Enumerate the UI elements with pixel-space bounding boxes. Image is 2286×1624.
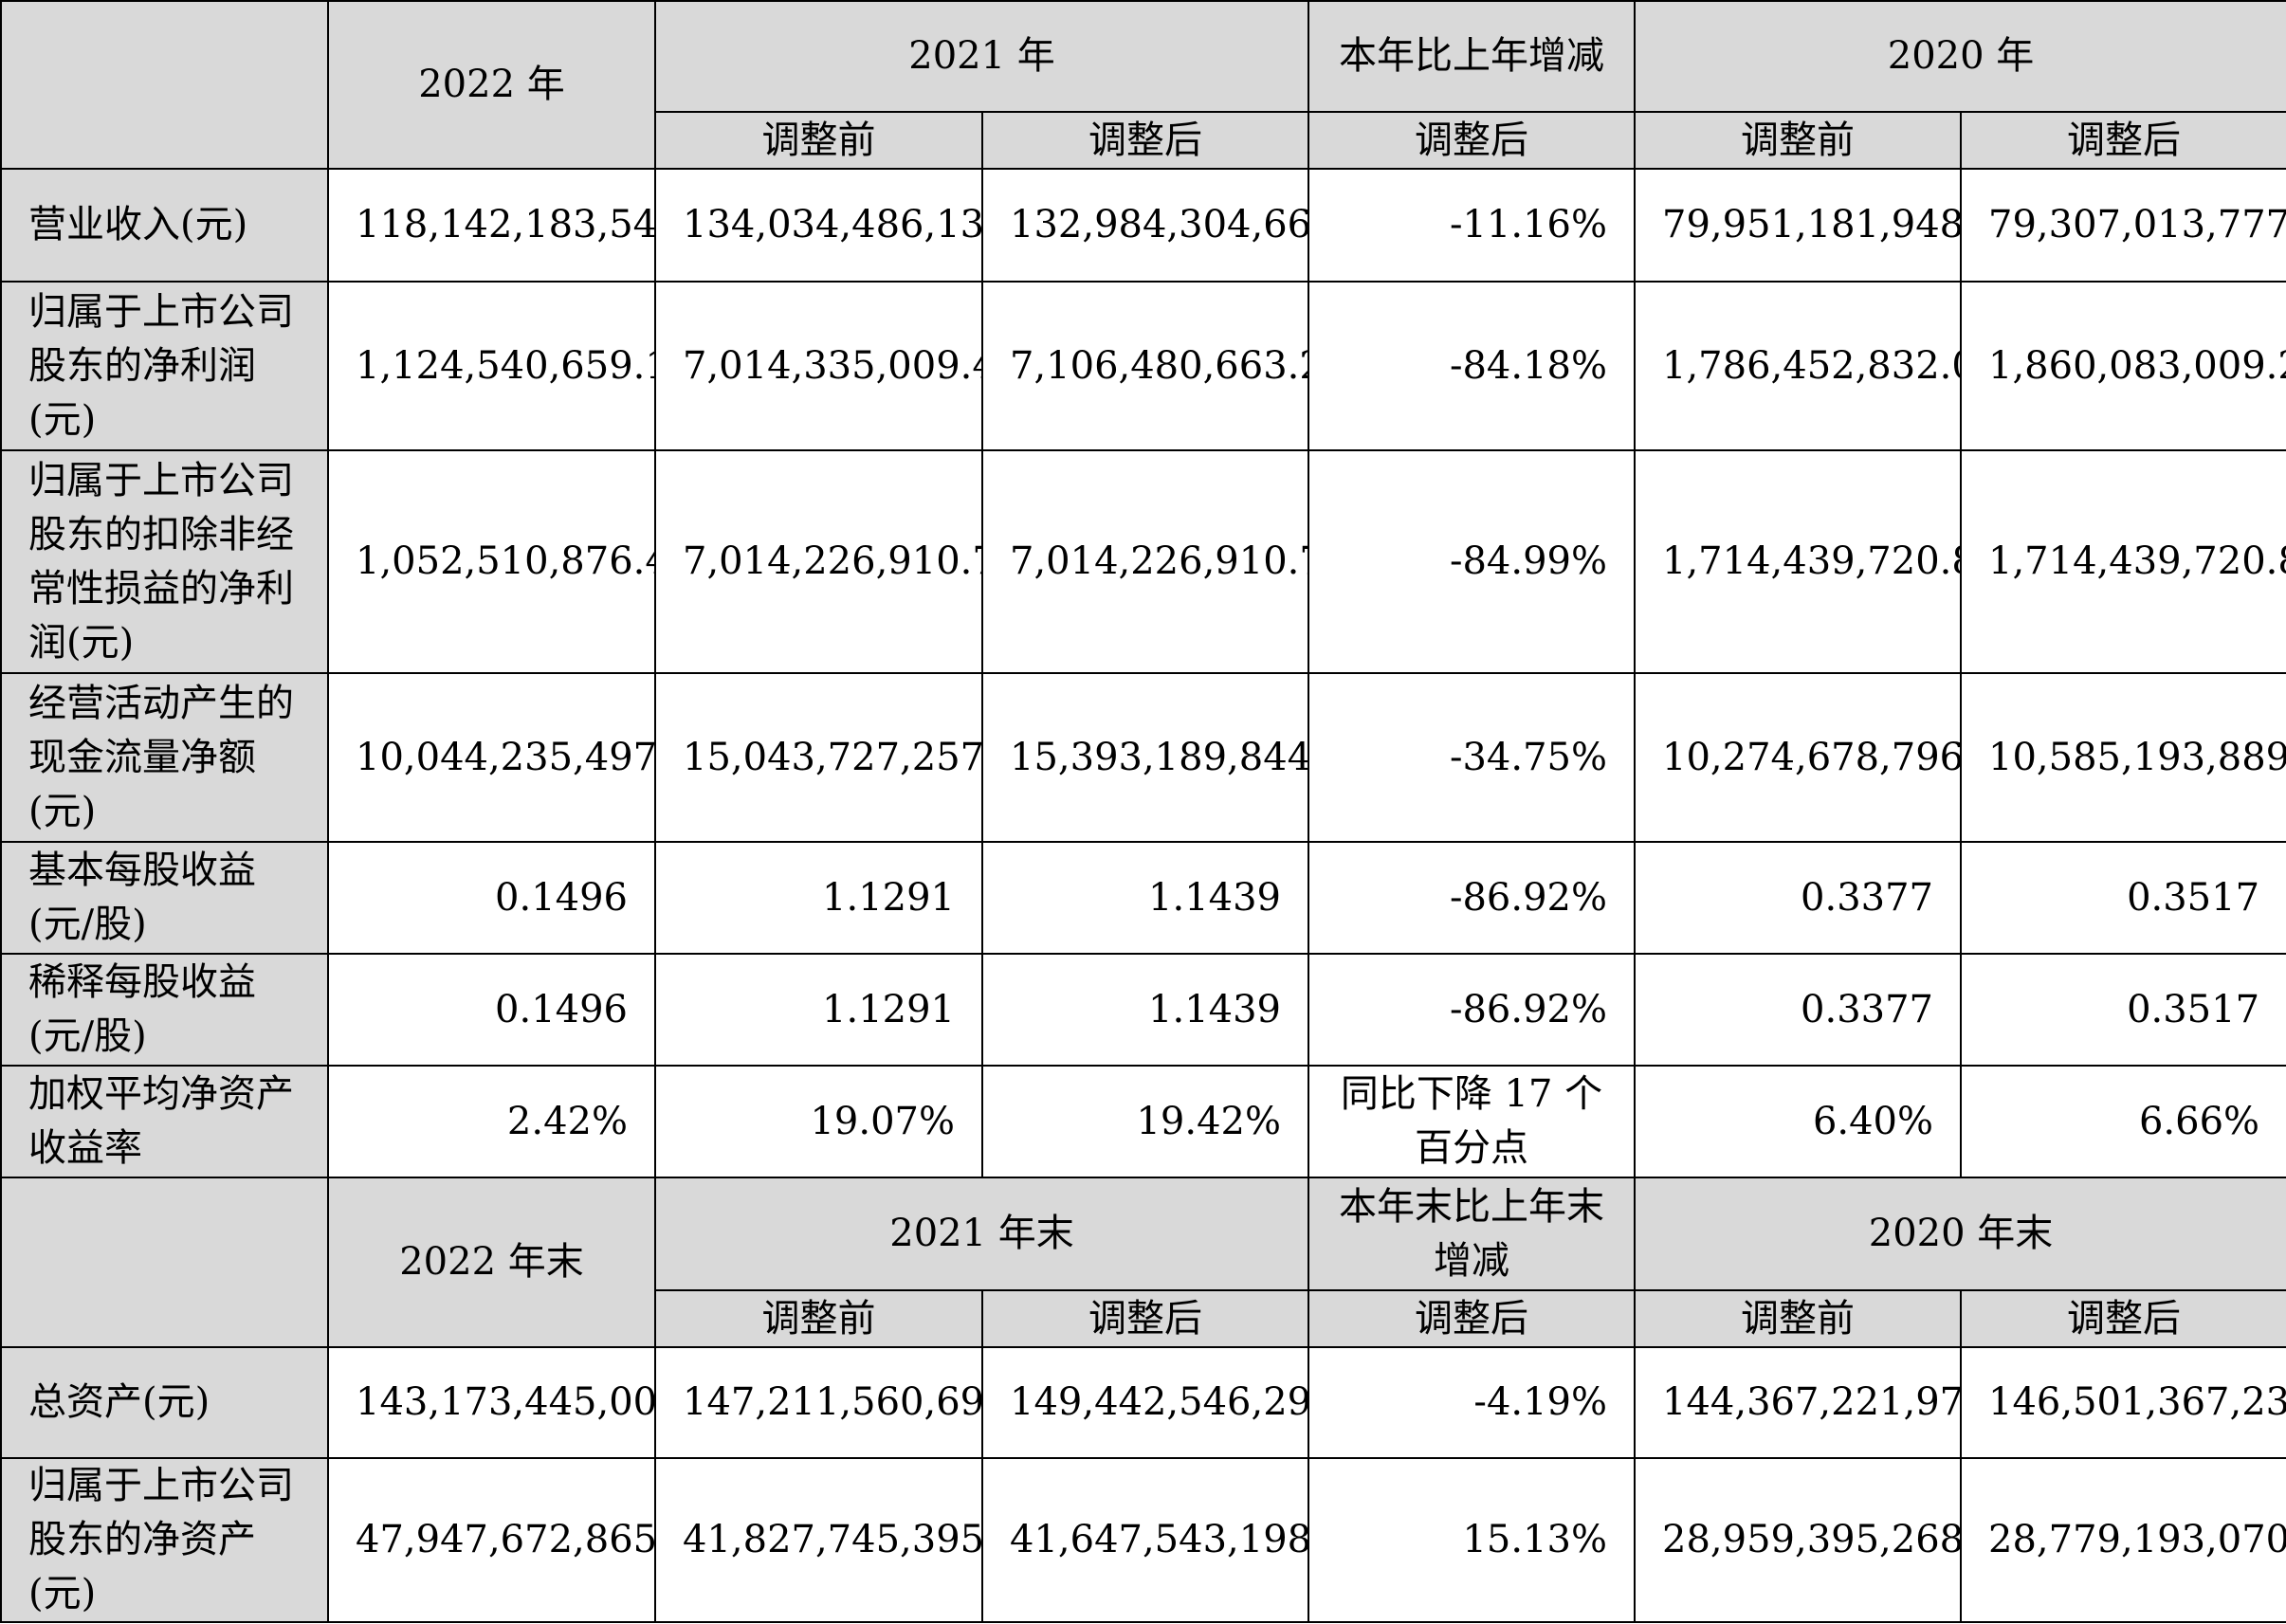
header-2020-before: 调整前 [1634, 111, 1963, 170]
value-2021-after: 19.42% [980, 1065, 1310, 1178]
header-2021-end-after: 调整后 [980, 1289, 1310, 1348]
value-2020-before: 10,274,678,796.19 [1634, 672, 1963, 843]
value-2022-end: 143,173,445,003.35 [327, 1346, 656, 1459]
value-2022: 0.1496 [327, 841, 656, 955]
row-label: 经营活动产生的现金流量净额(元) [0, 672, 329, 843]
value-2020-before: 1,714,439,720.83 [1634, 449, 1963, 674]
header-year-2022-end: 2022 年末 [327, 1177, 656, 1348]
header-year-2022: 2022 年 [327, 0, 656, 170]
value-2020-before: 0.3377 [1634, 841, 1963, 955]
value-2020-end-before: 28,959,395,268.02 [1634, 1457, 1963, 1623]
value-change: -11.16% [1308, 168, 1637, 283]
value-change: -34.75% [1308, 672, 1637, 843]
value-2020-after: 1,714,439,720.83 [1960, 449, 2286, 674]
value-2022: 10,044,235,497.80 [327, 672, 656, 843]
header-change-end: 本年末比上年末增减 [1308, 1177, 1637, 1291]
value-2022-end: 47,947,672,865.42 [327, 1457, 656, 1623]
value-2020-after: 79,307,013,777.86 [1960, 168, 2286, 283]
value-2021-before: 19.07% [654, 1065, 983, 1178]
value-2021-after: 7,014,226,910.72 [980, 449, 1310, 674]
value-change: 同比下降 17 个百分点 [1308, 1065, 1637, 1178]
table-row: 归属于上市公司股东的扣除非经常性损益的净利润(元) 1,052,510,876.… [0, 449, 2286, 674]
value-2021-end-after: 41,647,543,198.14 [980, 1457, 1310, 1623]
value-2021-after: 132,984,304,668.28 [980, 168, 1310, 283]
value-2020-before: 0.3377 [1634, 953, 1963, 1067]
header-2020-end-after: 调整后 [1960, 1289, 2286, 1348]
row-label: 加权平均净资产收益率 [0, 1065, 329, 1178]
table-row: 经营活动产生的现金流量净额(元) 10,044,235,497.80 15,04… [0, 672, 2286, 843]
table-row: 归属于上市公司股东的净资产(元) 47,947,672,865.42 41,82… [0, 1457, 2286, 1623]
header-2021-end-before: 调整前 [654, 1289, 983, 1348]
value-2020-after: 6.66% [1960, 1065, 2286, 1178]
value-2021-before: 7,014,335,009.45 [654, 281, 983, 451]
header-corner-cell [0, 0, 329, 170]
header-2020-end-before: 调整前 [1634, 1289, 1963, 1348]
value-2021-before: 134,034,486,136.13 [654, 168, 983, 283]
value-2020-after: 0.3517 [1960, 953, 2286, 1067]
header-change-after: 调整后 [1308, 111, 1637, 170]
value-change-end: 15.13% [1308, 1457, 1637, 1623]
value-2022: 1,124,540,659.14 [327, 281, 656, 451]
value-2021-after: 7,106,480,663.26 [980, 281, 1310, 451]
value-2020-end-after: 28,779,193,070.56 [1960, 1457, 2286, 1623]
header-year-2020-end: 2020 年末 [1634, 1177, 2286, 1291]
value-change: -84.18% [1308, 281, 1637, 451]
table-row: 稀释每股收益(元/股) 0.1496 1.1291 1.1439 -86.92%… [0, 953, 2286, 1067]
value-2021-before: 7,014,226,910.72 [654, 449, 983, 674]
value-2021-after: 1.1439 [980, 953, 1310, 1067]
header-row-2: 2022 年末 2021 年末 本年末比上年末增减 2020 年末 [0, 1177, 2286, 1348]
header-row-1-sub: 调整前 调整后 调整后 调整前 调整后 [1, 111, 2286, 170]
value-2020-before: 79,951,181,948.10 [1634, 168, 1963, 283]
row-label: 营业收入(元) [0, 168, 329, 283]
value-2022: 0.1496 [327, 953, 656, 1067]
header-year-2020: 2020 年 [1634, 0, 2286, 113]
header-corner-cell [0, 1177, 329, 1348]
value-2022: 2.42% [327, 1065, 656, 1178]
row-label: 稀释每股收益(元/股) [0, 953, 329, 1067]
value-2020-after: 10,585,193,889.71 [1960, 672, 2286, 843]
header-change: 本年比上年增减 [1308, 0, 1637, 113]
table-row: 基本每股收益(元/股) 0.1496 1.1291 1.1439 -86.92%… [0, 841, 2286, 955]
table-row: 营业收入(元) 118,142,183,549.47 134,034,486,1… [0, 168, 2286, 283]
value-2021-before: 15,043,727,257.76 [654, 672, 983, 843]
header-year-2021: 2021 年 [653, 0, 1310, 113]
value-2021-end-before: 147,211,560,696.41 [654, 1346, 983, 1459]
value-2021-before: 1.1291 [654, 953, 983, 1067]
row-label: 基本每股收益(元/股) [0, 841, 329, 955]
value-change: -84.99% [1308, 449, 1637, 674]
value-2020-before: 1,786,452,832.06 [1634, 281, 1963, 451]
value-2021-end-before: 41,827,745,395.60 [654, 1457, 983, 1623]
value-2020-after: 0.3517 [1960, 841, 2286, 955]
header-2021-before: 调整前 [654, 111, 983, 170]
value-2020-end-after: 146,501,367,231.01 [1960, 1346, 2286, 1459]
value-2022: 118,142,183,549.47 [327, 168, 656, 283]
value-2020-end-before: 144,367,221,971.10 [1634, 1346, 1963, 1459]
table-row: 归属于上市公司股东的净利润(元) 1,124,540,659.14 7,014,… [0, 281, 2286, 451]
header-2020-after: 调整后 [1960, 111, 2286, 170]
header-change-end-after: 调整后 [1308, 1289, 1637, 1348]
row-label: 归属于上市公司股东的净资产(元) [0, 1457, 329, 1623]
header-2021-after: 调整后 [980, 111, 1310, 170]
value-2021-after: 1.1439 [980, 841, 1310, 955]
value-2021-end-after: 149,442,546,290.82 [980, 1346, 1310, 1459]
value-2020-before: 6.40% [1634, 1065, 1963, 1178]
header-year-2021-end: 2021 年末 [653, 1177, 1310, 1291]
value-change-end: -4.19% [1308, 1346, 1637, 1459]
table-row: 总资产(元) 143,173,445,003.35 147,211,560,69… [0, 1346, 2286, 1459]
table-row: 加权平均净资产收益率 2.42% 19.07% 19.42% 同比下降 17 个… [0, 1065, 2286, 1178]
row-label: 总资产(元) [0, 1346, 329, 1459]
row-label: 归属于上市公司股东的扣除非经常性损益的净利润(元) [0, 449, 329, 674]
value-change: -86.92% [1308, 841, 1637, 955]
value-2021-after: 15,393,189,844.23 [980, 672, 1310, 843]
value-2021-before: 1.1291 [654, 841, 983, 955]
value-2022: 1,052,510,876.43 [327, 449, 656, 674]
value-2020-after: 1,860,083,009.29 [1960, 281, 2286, 451]
value-change: -86.92% [1308, 953, 1637, 1067]
row-label: 归属于上市公司股东的净利润(元) [0, 281, 329, 451]
header-row-1: 2022 年 2021 年 本年比上年增减 2020 年 [0, 0, 2286, 170]
header-row-2-sub: 调整前 调整后 调整后 调整前 调整后 [1, 1289, 2286, 1348]
